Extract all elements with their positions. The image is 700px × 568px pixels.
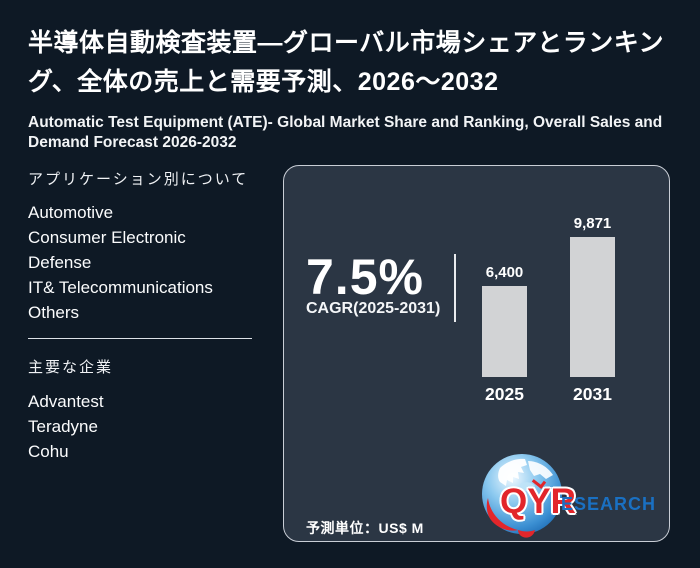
unit-note: 予測単位：US$ M [306, 520, 424, 536]
bar-category-label: 2031 [573, 384, 612, 404]
company-item: Cohu [28, 442, 69, 461]
bar-category-label: 2025 [485, 384, 524, 404]
left-column: アプリケーション別について Automotive Consumer Electro… [28, 168, 266, 464]
vertical-divider [454, 254, 456, 322]
cagr-label: CAGR(2025-2031) [306, 300, 441, 317]
company-item: Advantest [28, 392, 104, 411]
applications-section-title: アプリケーション別について [28, 171, 249, 188]
bar-column: 6,400 2025 [482, 264, 527, 404]
qyresearch-logo: QYR ESEARCH [480, 450, 660, 542]
sidebar-divider [28, 338, 252, 339]
company-item: Teradyne [28, 417, 98, 436]
logo-text-research: ESEARCH [561, 494, 657, 514]
bar-value-label: 6,400 [485, 264, 524, 281]
bar [482, 286, 527, 377]
application-item: IT& Telecommunications [28, 278, 213, 297]
application-item: Consumer Electronic [28, 228, 186, 247]
bar-value-label: 9,871 [573, 215, 612, 232]
companies-list: Advantest Teradyne Cohu [28, 389, 266, 464]
forecast-panel: 7.5% CAGR(2025-2031) 6,400 2025 9,871 2031 … [283, 165, 670, 542]
applications-list: Automotive Consumer Electronic Defense IT& … [28, 200, 266, 325]
page-title: 半導体自動検査装置—グローバル市場シェアとランキング、全体の売上と需要予測、20… [28, 29, 665, 96]
header: 半導体自動検査装置—グローバル市場シェアとランキング、全体の売上と需要予測、20… [28, 24, 678, 152]
companies-section-title: 主要な企業 [28, 359, 114, 376]
cagr-value: 7.5% [306, 249, 424, 305]
page-subtitle: Automatic Test Equipment (ATE)- Global M… [28, 114, 663, 151]
bar-column: 9,871 2031 [570, 215, 615, 404]
application-item: Others [28, 303, 80, 322]
check-icon [533, 478, 545, 486]
bar [570, 237, 615, 377]
application-item: Defense [28, 253, 92, 272]
logo-text-qyr: QYR [500, 482, 576, 521]
bar-chart: 6,400 2025 9,871 2031 [482, 215, 615, 404]
application-item: Automotive [28, 203, 114, 222]
globe-icon [482, 454, 562, 538]
